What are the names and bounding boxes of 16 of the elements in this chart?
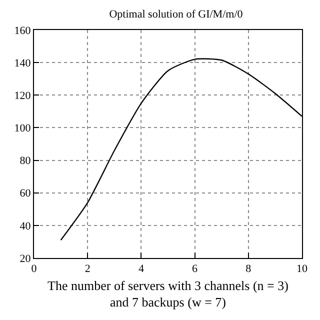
y-tick-label: 60 xyxy=(20,188,32,200)
x-tick-label: 2 xyxy=(84,263,90,276)
x-tick-label: 4 xyxy=(138,263,144,276)
x-tick-label: 10 xyxy=(296,263,308,276)
x-tick-label: 8 xyxy=(246,263,252,276)
chart-title: Optimal solution of GI/M/m/0 xyxy=(109,8,244,20)
y-tick-label: 120 xyxy=(14,90,32,102)
y-tick-label: 140 xyxy=(14,57,32,70)
y-tick-label: 160 xyxy=(14,24,32,37)
y-tick-label: 100 xyxy=(14,122,32,135)
y-tick-label: 20 xyxy=(20,252,32,265)
y-tick-label: 80 xyxy=(20,155,32,168)
y-tick-label: 40 xyxy=(20,220,32,232)
x-tick-label: 6 xyxy=(192,263,198,276)
x-axis-title: The number of servers with 3 channels (n = 3) and 7 backups (w = 7) xyxy=(48,278,288,310)
x-tick-label: 0 xyxy=(31,263,38,276)
